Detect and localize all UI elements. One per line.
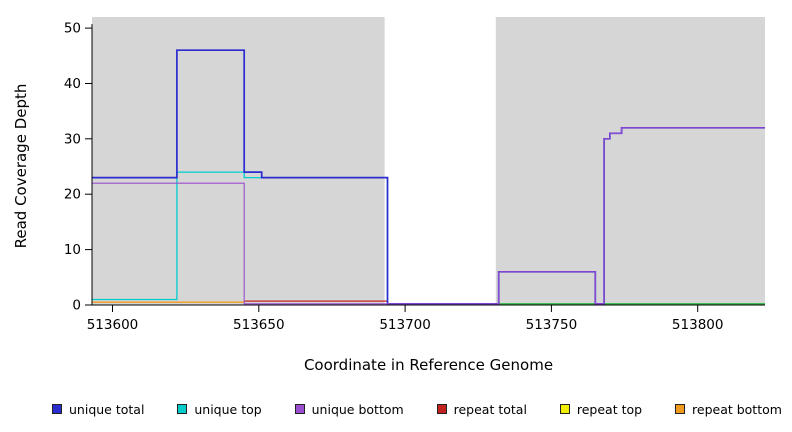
repeat-total-swatch-icon (436, 404, 447, 414)
x-tick-label: 513600 (87, 317, 139, 333)
x-tick-label: 513650 (233, 317, 285, 333)
legend-item-unique-top: unique top (177, 401, 262, 417)
legend-item-repeat-total: repeat total (436, 401, 527, 417)
legend-label: unique bottom (311, 401, 404, 417)
legend-label: unique top (194, 401, 262, 417)
repeat-top-swatch-icon (559, 404, 570, 414)
x-tick-label: 513750 (526, 317, 578, 333)
x-tick-label: 513800 (672, 317, 724, 333)
masked-region (92, 17, 385, 305)
unique-top-swatch-icon (177, 404, 188, 414)
x-tick-label: 513700 (379, 317, 431, 333)
legend-label: repeat bottom (692, 401, 782, 417)
legend-label: repeat top (576, 401, 643, 417)
y-tick-label: 30 (64, 131, 81, 147)
y-tick-label: 20 (64, 187, 81, 203)
legend: unique total unique top unique bottom re… (52, 399, 782, 419)
y-tick-label: 10 (64, 242, 81, 258)
legend-item-unique-bottom: unique bottom (294, 401, 404, 417)
legend-label: unique total (69, 401, 145, 417)
series-unique-bottom (92, 127, 765, 305)
unique-total-swatch-icon (52, 404, 62, 414)
legend-item-unique-total: unique total (52, 402, 144, 417)
legend-item-repeat-top: repeat top (559, 401, 643, 417)
plot-area: 0 10 20 30 40 50 513600 513650 513700 513750 51380… (64, 17, 765, 333)
repeat-bottom-swatch-icon (675, 404, 686, 414)
y-tick-label: 0 (72, 298, 81, 314)
x-axis-title: Coordinate in Reference Genome (303, 356, 554, 374)
legend-label: repeat total (453, 401, 527, 417)
y-tick-label: 50 (64, 21, 81, 37)
y-axis-title: Read Coverage Depth (12, 83, 30, 249)
y-tick-label: 40 (64, 76, 81, 92)
masked-region (495, 17, 765, 305)
unique-bottom-swatch-icon (294, 404, 305, 414)
legend-item-repeat-bottom: repeat bottom (675, 402, 782, 417)
